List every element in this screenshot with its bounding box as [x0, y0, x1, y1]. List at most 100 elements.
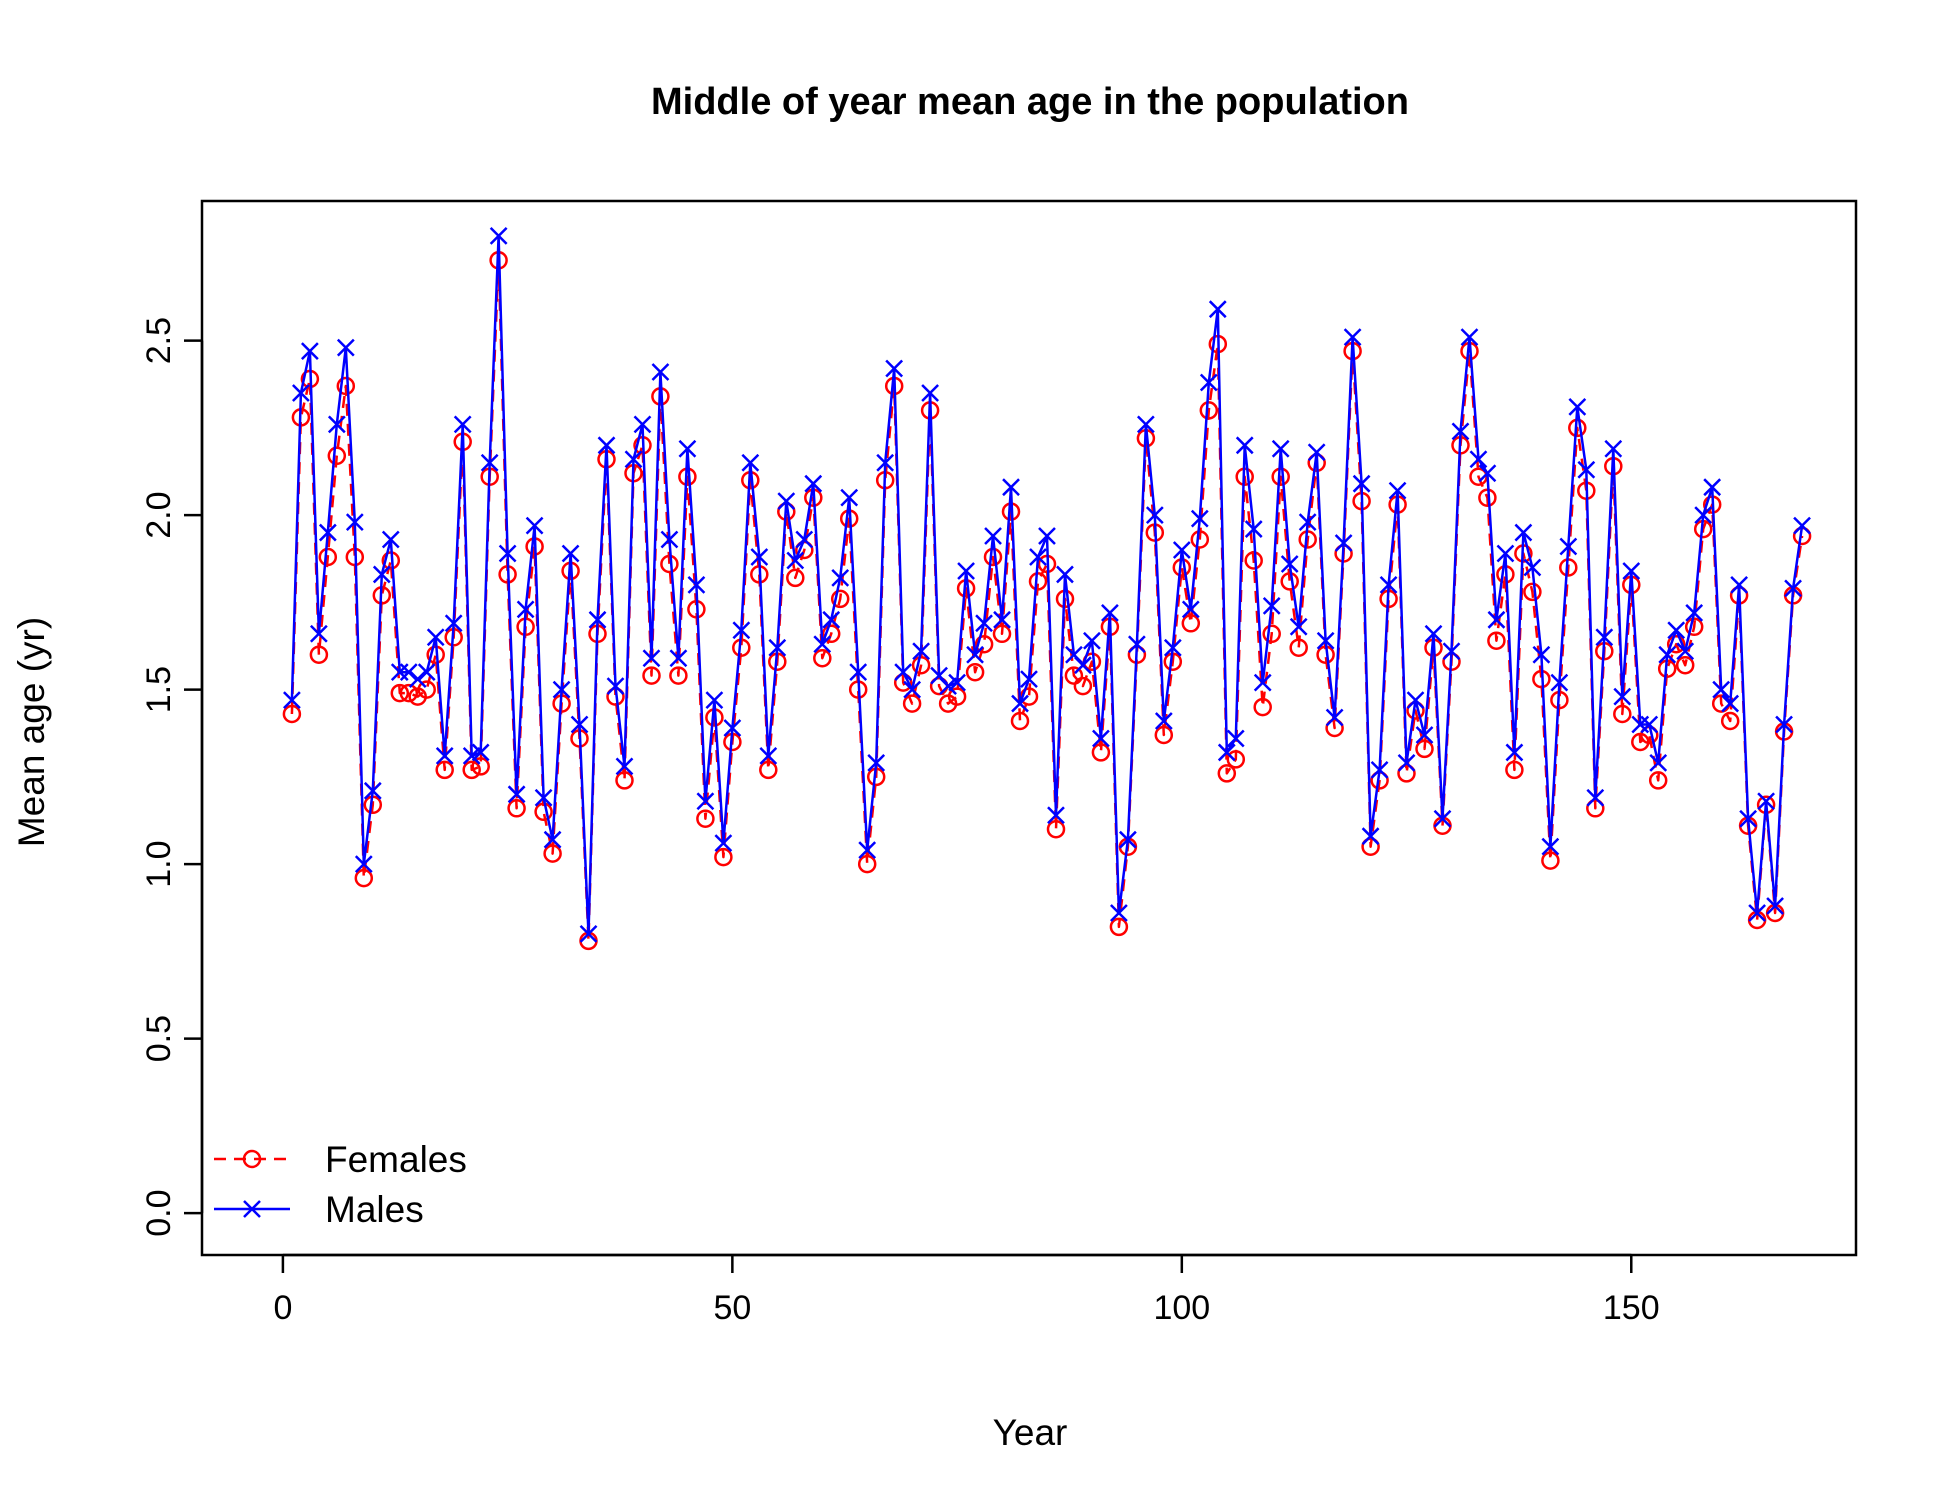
females-point [1361, 837, 1380, 856]
legend-females-label: Females [325, 1139, 467, 1180]
females-point [1217, 764, 1237, 783]
males-point [1514, 523, 1533, 542]
males-point [1154, 712, 1173, 730]
males-point [948, 673, 966, 692]
x-axis: 0 50 100 150 [273, 1253, 1660, 1327]
females-point [1289, 638, 1308, 657]
legend-females-marker [242, 1149, 262, 1169]
males-point [1083, 631, 1101, 650]
females-point [992, 624, 1012, 644]
males-point [1469, 450, 1488, 469]
males-point [1784, 579, 1802, 598]
females-point [1019, 687, 1039, 706]
males-point [1559, 537, 1578, 556]
females-point [309, 645, 329, 664]
males-point [840, 488, 859, 507]
males-point [570, 715, 589, 734]
males-point [1226, 729, 1245, 748]
males-point [579, 925, 598, 943]
males-point [849, 663, 868, 682]
males-point [750, 548, 769, 566]
males-point [642, 649, 661, 668]
females-point [1073, 676, 1093, 696]
males-point [1406, 691, 1425, 709]
males-point [1622, 562, 1641, 580]
males-point [759, 747, 778, 765]
males-point [498, 544, 517, 563]
males-point [1110, 904, 1128, 922]
males-point [1550, 673, 1569, 692]
females-point [1091, 743, 1111, 762]
males-point [975, 614, 993, 633]
females-point [1648, 771, 1668, 790]
males-point [309, 624, 328, 643]
females-point [471, 757, 490, 776]
males-point [1163, 638, 1182, 657]
males-point [1217, 743, 1236, 762]
females-point [830, 589, 850, 609]
females-point [435, 760, 454, 780]
males-point [1730, 576, 1749, 594]
males-point [1658, 645, 1677, 664]
males-point [1352, 474, 1371, 493]
males-point [1029, 548, 1047, 566]
males-point [1613, 687, 1632, 706]
females-point [1226, 750, 1246, 769]
males-point [1712, 680, 1731, 699]
females-point [1109, 917, 1129, 937]
x-axis-label: Year [993, 1412, 1068, 1453]
females-point [1675, 655, 1695, 675]
males-point [1074, 656, 1092, 675]
females-point [983, 547, 1003, 567]
females-point [354, 868, 374, 888]
males-point [1478, 464, 1497, 483]
females-point [1415, 739, 1434, 759]
males-point [1190, 509, 1209, 528]
males-point [1388, 481, 1407, 500]
legend-males-marker [243, 1200, 261, 1218]
males-point [1775, 715, 1793, 734]
females-point [1010, 711, 1030, 731]
males-point [444, 614, 463, 633]
males-point [552, 680, 571, 699]
females-point [1586, 799, 1605, 818]
females-point [417, 680, 436, 699]
females-point [786, 568, 805, 588]
females-point [1199, 401, 1219, 420]
males-point [1487, 610, 1506, 629]
males-point [732, 621, 751, 640]
males-point [1101, 603, 1119, 622]
x-tick-label: 0 [273, 1289, 292, 1327]
males-point [1523, 558, 1542, 577]
males-point [993, 610, 1011, 629]
females-point [714, 847, 733, 867]
males-point [543, 830, 562, 849]
y-tick-label: 2.0 [140, 491, 178, 538]
males-point [1145, 506, 1164, 524]
females-point [669, 666, 688, 685]
females-point [1244, 551, 1263, 570]
males-point [1694, 506, 1713, 524]
males-point [1127, 635, 1146, 654]
y-tick-label: 2.5 [140, 317, 178, 364]
females-point [1505, 760, 1524, 780]
females-point [965, 662, 985, 682]
males-point [876, 453, 895, 472]
males-point [516, 600, 535, 619]
males-point [678, 439, 697, 458]
females-point [821, 624, 841, 644]
males-point [822, 610, 841, 629]
males-point [435, 747, 454, 765]
males-point [1011, 694, 1029, 713]
males-point [939, 677, 957, 696]
males-point [786, 551, 805, 570]
males-point [381, 530, 400, 549]
males-point [966, 645, 984, 664]
females-point [390, 683, 410, 703]
males-point [1721, 694, 1740, 713]
males-point [867, 754, 886, 772]
females-point [507, 799, 526, 818]
females-point [327, 446, 347, 466]
males-point [597, 436, 616, 455]
